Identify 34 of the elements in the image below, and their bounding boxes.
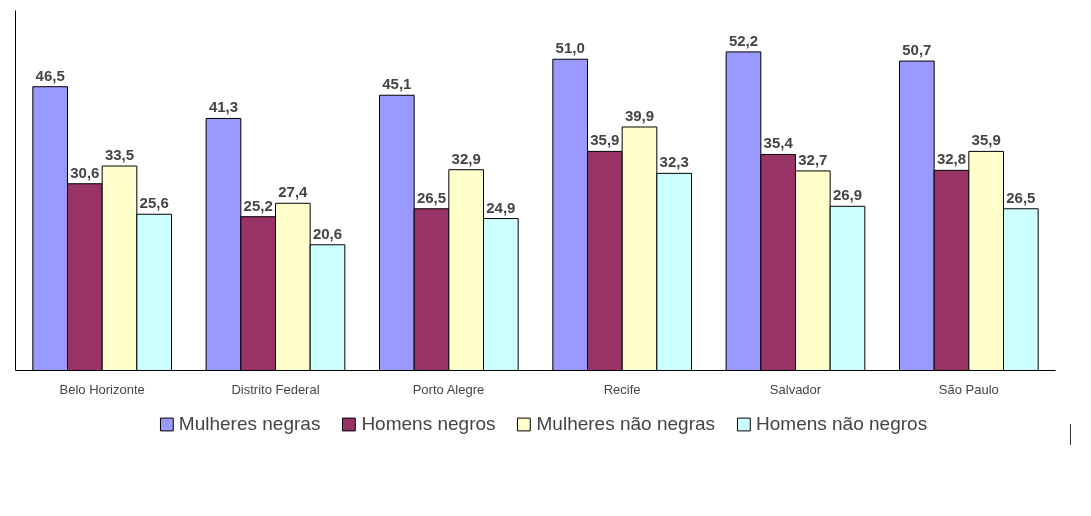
- data-label: 41,3: [208, 98, 239, 116]
- x-tick-label: Porto Alegre: [412, 381, 485, 397]
- data-label: 46,5: [35, 66, 65, 84]
- data-label: 24,9: [486, 198, 516, 216]
- data-label: 35,9: [590, 131, 620, 149]
- data-label: 51,0: [555, 39, 585, 57]
- x-tick-label: Recife: [603, 381, 641, 397]
- data-label: 25,2: [243, 196, 273, 214]
- data-label: 32,3: [659, 153, 689, 171]
- data-label: 33,5: [104, 146, 135, 164]
- data-label: 35,4: [763, 134, 794, 152]
- legend-label: Homens negros: [361, 413, 496, 435]
- x-tick-label: Distrito Federal: [231, 381, 320, 397]
- legend-label: Mulheres negras: [178, 413, 321, 435]
- legend-label: Homens não negros: [756, 413, 928, 435]
- data-label: 30,6: [70, 163, 100, 181]
- data-label: 20,6: [312, 224, 343, 242]
- x-tick-label: São Paulo: [938, 381, 999, 397]
- data-label: 39,9: [624, 106, 655, 124]
- data-label: 26,5: [416, 188, 447, 206]
- data-label: 25,6: [139, 194, 169, 212]
- legend-label: Mulheres não negras: [536, 413, 716, 435]
- data-label: 32,9: [451, 149, 481, 167]
- data-label: 50,7: [902, 41, 932, 59]
- data-label: 26,5: [1006, 188, 1036, 206]
- data-label: 26,9: [832, 186, 863, 204]
- x-tick-label: Salvador: [769, 381, 822, 397]
- data-label: 27,4: [278, 183, 309, 201]
- data-label: 32,7: [798, 150, 828, 168]
- data-label: 52,2: [728, 31, 759, 49]
- data-label: 32,8: [936, 150, 967, 168]
- data-label: 45,1: [382, 75, 412, 93]
- x-tick-label: Belo Horizonte: [59, 381, 145, 397]
- data-label: 35,9: [971, 131, 1001, 149]
